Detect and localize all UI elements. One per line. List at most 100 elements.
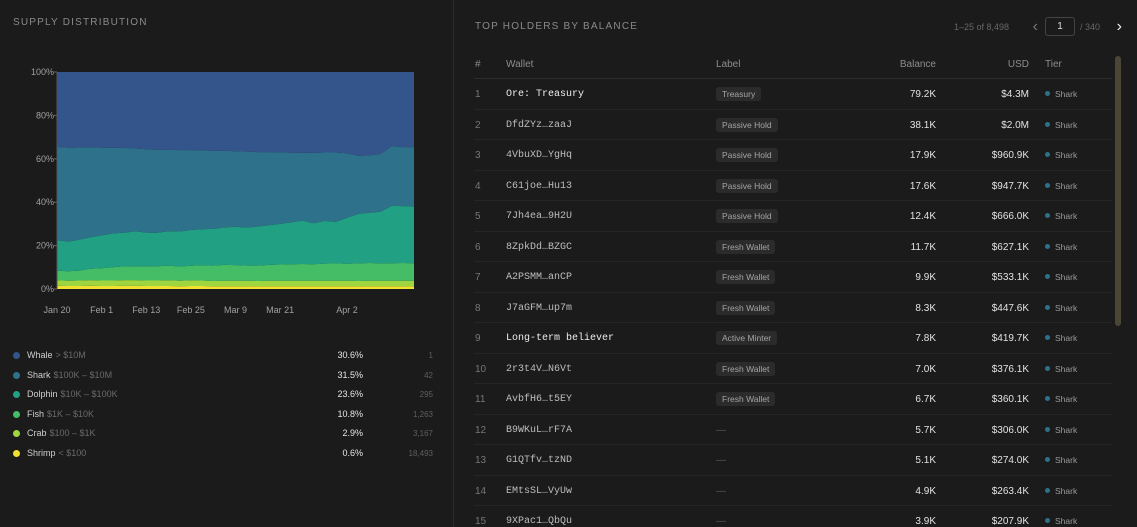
- tier-cell: Shark: [1045, 486, 1077, 496]
- legend-tier-range: < $100: [58, 447, 87, 458]
- tier-label: Shark: [1055, 302, 1078, 313]
- legend-holder-count: 3,167: [412, 429, 433, 438]
- table-row[interactable]: 15 9XPac1…QbQu — 3.9K $207.9K Shark: [474, 506, 1112, 527]
- label-cell: Passive Hold: [716, 209, 778, 223]
- legend-item[interactable]: Shrimp < $100 0.6% 18,493: [13, 447, 433, 467]
- column-header-label[interactable]: Label: [716, 59, 741, 70]
- table-row[interactable]: 3 4VbuXD…YgHq Passive Hold 17.9K $960.9K Shar…: [474, 140, 1112, 171]
- area-series-crab[interactable]: [57, 280, 414, 287]
- legend-item[interactable]: Shark $100K – $10M 31.5% 42: [13, 369, 433, 389]
- label-empty: —: [716, 485, 726, 497]
- table-row[interactable]: 6 8ZpkDd…BZGC Fresh Wallet 11.7K $627.1K Shar…: [474, 232, 1112, 262]
- wallet-link[interactable]: DfdZYz…zaaJ: [506, 119, 573, 131]
- area-series-whale[interactable]: [57, 72, 414, 156]
- area-series-dolphin[interactable]: [57, 205, 414, 272]
- wallet-link[interactable]: B9WKuL…rF7A: [506, 424, 573, 436]
- wallet-link[interactable]: 2r3t4V…N6Vt: [506, 363, 573, 375]
- legend-item[interactable]: Dolphin $10K – $100K 23.6% 295: [13, 388, 433, 408]
- wallet-link[interactable]: C61joe…Hu13: [506, 180, 573, 192]
- tier-cell: Shark: [1045, 211, 1077, 221]
- pagination-total: / 340: [1079, 22, 1100, 32]
- table-row[interactable]: 2 DfdZYz…zaaJ Passive Hold 38.1K $2.0M Shark: [474, 110, 1112, 140]
- table-header: # Wallet Label Balance USD Tier: [474, 53, 1112, 79]
- usd-value: $263.4K: [991, 485, 1029, 497]
- usd-value: $4.3M: [1001, 89, 1029, 100]
- tier-dot: [1045, 91, 1050, 96]
- wallet-link[interactable]: 8ZpkDd…BZGC: [506, 241, 573, 253]
- tier-cell: Shark: [1045, 242, 1077, 252]
- table-row[interactable]: 14 EMtsSL…VyUw — 4.9K $263.4K Shark: [474, 476, 1112, 506]
- balance-value: 5.7K: [915, 424, 936, 436]
- wallet-link[interactable]: 9XPac1…QbQu: [506, 516, 573, 527]
- wallet-link[interactable]: J7aGFM…up7m: [506, 302, 573, 314]
- row-rank: 10: [475, 363, 487, 375]
- column-header-tier[interactable]: Tier: [1045, 59, 1062, 70]
- area-series-shark[interactable]: [57, 146, 414, 242]
- balance-value: 4.9K: [915, 485, 936, 497]
- page-number-input[interactable]: [1045, 17, 1075, 36]
- table-row[interactable]: 7 A2PSMM…anCP Fresh Wallet 9.9K $533.1K Shark: [474, 262, 1112, 293]
- table-row[interactable]: 13 G1QTfv…tzND — 5.1K $274.0K Shark: [474, 445, 1112, 476]
- table-row[interactable]: 10 2r3t4V…N6Vt Fresh Wallet 7.0K $376.1K Shar…: [474, 354, 1112, 384]
- label-badge: Fresh Wallet: [716, 361, 776, 376]
- legend-item[interactable]: Fish $1K – $10K 10.8% 1,263: [13, 408, 433, 428]
- balance-value: 3.9K: [915, 516, 936, 527]
- tier-dot: [1045, 121, 1050, 127]
- label-badge: Fresh Wallet: [716, 239, 776, 254]
- column-header-usd[interactable]: USD: [1007, 59, 1029, 70]
- table-body: 1 Ore: Treasury Treasury 79.2K $4.3M Shark 2 Df…: [474, 79, 1112, 527]
- legend-item[interactable]: Crab $100 – $1K 2.9% 3,167: [13, 427, 433, 447]
- tier-label: Shark: [1055, 241, 1078, 252]
- column-header-num[interactable]: #: [475, 59, 481, 70]
- wallet-link[interactable]: 7Jh4ea…9H2U: [506, 211, 573, 222]
- table-row[interactable]: 1 Ore: Treasury Treasury 79.2K $4.3M Shark: [474, 79, 1112, 110]
- table-row[interactable]: 8 J7aGFM…up7m Fresh Wallet 8.3K $447.6K Shark: [474, 293, 1112, 323]
- y-tick-label: 0%: [41, 284, 54, 294]
- balance-value: 79.2K: [909, 89, 936, 100]
- wallet-link[interactable]: EMtsSL…VyUw: [506, 485, 573, 497]
- label-cell: Passive Hold: [716, 148, 778, 162]
- legend-tier-label: Whale: [27, 350, 53, 360]
- tier-label: Shark: [1055, 516, 1078, 526]
- legend-holder-count: 18,493: [408, 448, 433, 458]
- wallet-link[interactable]: A2PSMM…anCP: [506, 272, 573, 283]
- table-row[interactable]: 11 AvbfH6…t5EY Fresh Wallet 6.7K $360.1K Shar…: [474, 384, 1112, 415]
- table-row[interactable]: 4 C61joe…Hu13 Passive Hold 17.6K $947.7K Shar…: [474, 171, 1112, 201]
- wallet-link[interactable]: AvbfH6…t5EY: [506, 394, 573, 405]
- legend-item[interactable]: Whale > $10M 30.6% 1: [13, 349, 433, 369]
- table-scrollbar[interactable]: [1115, 56, 1121, 326]
- wallet-link[interactable]: 4VbuXD…YgHq: [506, 150, 573, 161]
- wallet-link[interactable]: G1QTfv…tzND: [506, 455, 573, 466]
- legend-tier-name: Whale > $10M: [27, 350, 86, 360]
- legend-percent: 0.6%: [342, 447, 363, 458]
- tier-label: Shark: [1055, 424, 1078, 435]
- panel-divider: [453, 0, 454, 527]
- column-header-wallet[interactable]: Wallet: [506, 59, 534, 70]
- wallet-link[interactable]: Long-term believer: [506, 333, 615, 344]
- usd-value: $376.1K: [991, 363, 1029, 375]
- table-row[interactable]: 12 B9WKuL…rF7A — 5.7K $306.0K Shark: [474, 415, 1112, 445]
- y-tick-label: 80%: [36, 110, 54, 120]
- legend-percent: 30.6%: [337, 350, 363, 360]
- legend-swatch: [13, 430, 20, 437]
- chevron-right-icon[interactable]: ›: [1116, 18, 1122, 35]
- tier-label: Shark: [1055, 119, 1078, 130]
- area-series-fish[interactable]: [57, 263, 414, 281]
- tier-label: Shark: [1055, 363, 1078, 374]
- area-series-shrimp[interactable]: [57, 285, 414, 289]
- tier-label: Shark: [1055, 485, 1078, 496]
- usd-value: $207.9K: [991, 516, 1029, 527]
- label-badge: Passive Hold: [716, 209, 778, 223]
- usd-value: $960.9K: [991, 150, 1029, 161]
- legend-holder-count: 42: [424, 370, 433, 380]
- column-header-balance[interactable]: Balance: [899, 59, 936, 70]
- table-row[interactable]: 5 7Jh4ea…9H2U Passive Hold 12.4K $666.0K Shar…: [474, 201, 1112, 232]
- label-empty: —: [716, 455, 726, 466]
- chevron-left-icon[interactable]: ‹: [1032, 18, 1038, 35]
- table-row[interactable]: 9 Long-term believer Active Minter 7.8K $419…: [474, 323, 1112, 354]
- tier-label: Shark: [1055, 180, 1078, 191]
- usd-value: $419.7K: [991, 333, 1029, 344]
- tier-dot: [1045, 152, 1050, 157]
- wallet-link[interactable]: Ore: Treasury: [506, 89, 585, 100]
- tier-cell: Shark: [1045, 150, 1077, 160]
